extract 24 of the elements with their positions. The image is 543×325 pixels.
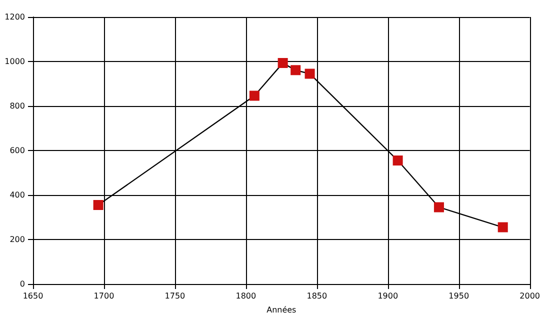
point	[498, 222, 508, 232]
x-tick-label: 1800	[236, 292, 256, 300]
y-tick-label: 1200	[4, 12, 25, 22]
point	[304, 68, 315, 79]
point	[93, 200, 104, 210]
x-tick-label: 1650	[22, 292, 44, 300]
x-tick-label: 2000	[520, 292, 540, 300]
y-tick-label: 1000	[4, 57, 25, 66]
point	[278, 58, 288, 68]
x-axis-title: Années	[266, 306, 296, 314]
y-tick-label: 600	[10, 146, 25, 155]
x-tick-label: 1700	[94, 292, 114, 300]
point	[290, 65, 301, 76]
x-tick-label: 1750	[164, 292, 186, 300]
y-tick-label: 400	[10, 190, 25, 200]
point	[392, 156, 403, 166]
x-tick-label: 1950	[448, 292, 470, 300]
x-tick-label: 1900	[378, 292, 398, 300]
y-tick-label: 200	[10, 235, 25, 244]
point	[249, 90, 260, 101]
y-tick-label: 800	[10, 102, 25, 110]
y-tick-label: 0	[20, 280, 25, 288]
point	[434, 202, 444, 212]
x-tick-label: 1850	[306, 292, 328, 300]
